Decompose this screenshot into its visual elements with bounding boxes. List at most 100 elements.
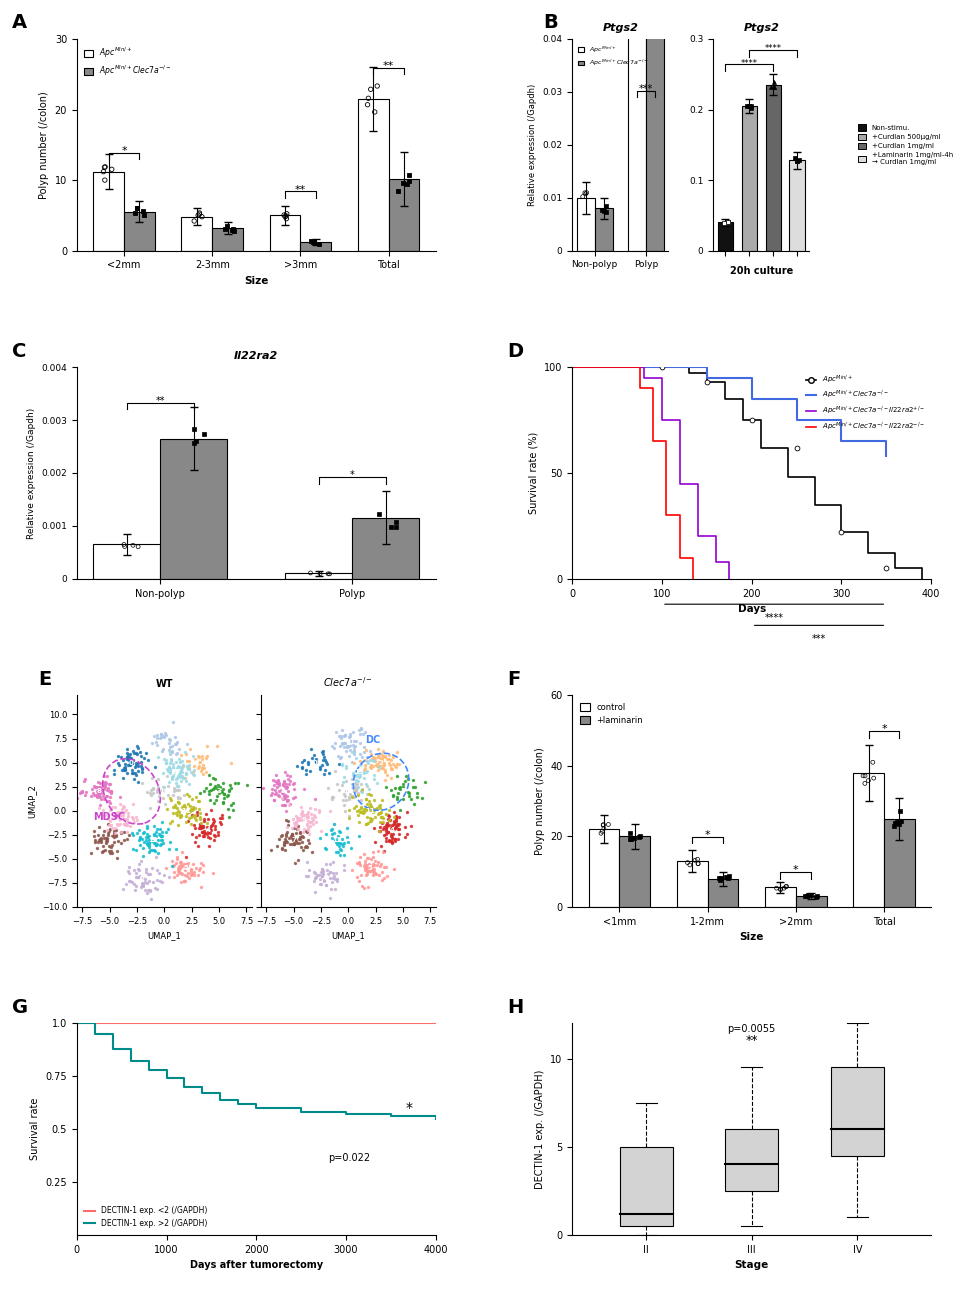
Point [110, 746, 126, 767]
Point [99, 828, 114, 849]
Point [359, 789, 374, 810]
Point [180, 783, 195, 803]
Point [372, 811, 388, 832]
Point [196, 424, 211, 445]
Point [126, 838, 141, 859]
Point [387, 828, 402, 849]
FancyBboxPatch shape [726, 1130, 779, 1191]
Point [276, 789, 291, 810]
Point [327, 868, 343, 889]
Point [135, 202, 151, 222]
Point [381, 753, 396, 774]
Point [164, 741, 180, 762]
Point [107, 820, 122, 841]
Text: **: ** [383, 61, 395, 72]
Point [170, 861, 185, 881]
Point [285, 827, 300, 848]
Point [107, 827, 122, 848]
Point [103, 774, 118, 794]
Text: **: ** [746, 1035, 758, 1048]
Point [155, 725, 170, 746]
Point [301, 823, 317, 844]
Point [99, 780, 114, 801]
Point [360, 812, 375, 833]
Point [190, 745, 205, 766]
Point [300, 754, 316, 775]
Point [359, 862, 374, 883]
Point [277, 785, 293, 806]
Point [338, 755, 353, 776]
Point [126, 741, 141, 762]
Text: 10: 10 [159, 788, 169, 794]
Point [205, 768, 221, 789]
Point [224, 794, 239, 815]
Point [773, 879, 788, 900]
Text: MDSC: MDSC [93, 812, 125, 823]
Point [358, 762, 373, 783]
Point [381, 810, 396, 831]
Point [359, 747, 374, 768]
Point [866, 768, 881, 789]
Point [316, 861, 331, 881]
Point [294, 805, 309, 826]
Point [313, 828, 328, 849]
Point [307, 881, 323, 902]
Point [215, 772, 230, 793]
Point [296, 805, 311, 826]
Point [353, 774, 369, 794]
Point [111, 754, 127, 775]
Point [113, 746, 129, 767]
Point [173, 857, 188, 878]
Point [156, 794, 172, 815]
Point [207, 775, 223, 796]
Point [158, 750, 174, 771]
Point [366, 750, 381, 771]
Point [343, 784, 358, 805]
Point [690, 849, 706, 870]
Point [278, 831, 294, 852]
Point [180, 811, 195, 832]
Point [336, 733, 351, 754]
Bar [884, 819, 915, 907]
Point [166, 861, 181, 881]
Point [188, 827, 204, 848]
Point [376, 753, 392, 774]
Point [342, 805, 357, 826]
Point [325, 814, 341, 835]
Point [294, 800, 309, 820]
Point [374, 789, 390, 810]
Point [172, 738, 187, 759]
Point [370, 797, 385, 818]
Point [188, 858, 204, 879]
Text: 2: 2 [195, 759, 200, 766]
Point [378, 777, 394, 798]
Point [365, 864, 380, 885]
Point [354, 779, 370, 800]
Point [293, 827, 308, 848]
Point [363, 861, 378, 881]
Point [330, 826, 346, 846]
Point [185, 797, 201, 818]
Point [364, 809, 379, 829]
Point [363, 754, 378, 775]
Point [187, 419, 203, 439]
Point [291, 828, 306, 849]
Legend: control, +laminarin: control, +laminarin [576, 699, 646, 728]
Text: 6: 6 [140, 875, 145, 881]
Point [269, 835, 284, 855]
Point [348, 781, 364, 802]
Point [372, 816, 388, 837]
Point [720, 212, 735, 233]
Point [277, 840, 293, 861]
Point [141, 832, 156, 853]
Point [171, 861, 186, 881]
Point [96, 775, 111, 796]
Point [350, 776, 366, 797]
Text: B: B [543, 13, 558, 32]
Point [353, 790, 369, 811]
Point [393, 779, 408, 800]
Point [149, 780, 164, 801]
Point [128, 862, 143, 883]
Point [147, 833, 162, 854]
Point [173, 805, 188, 826]
